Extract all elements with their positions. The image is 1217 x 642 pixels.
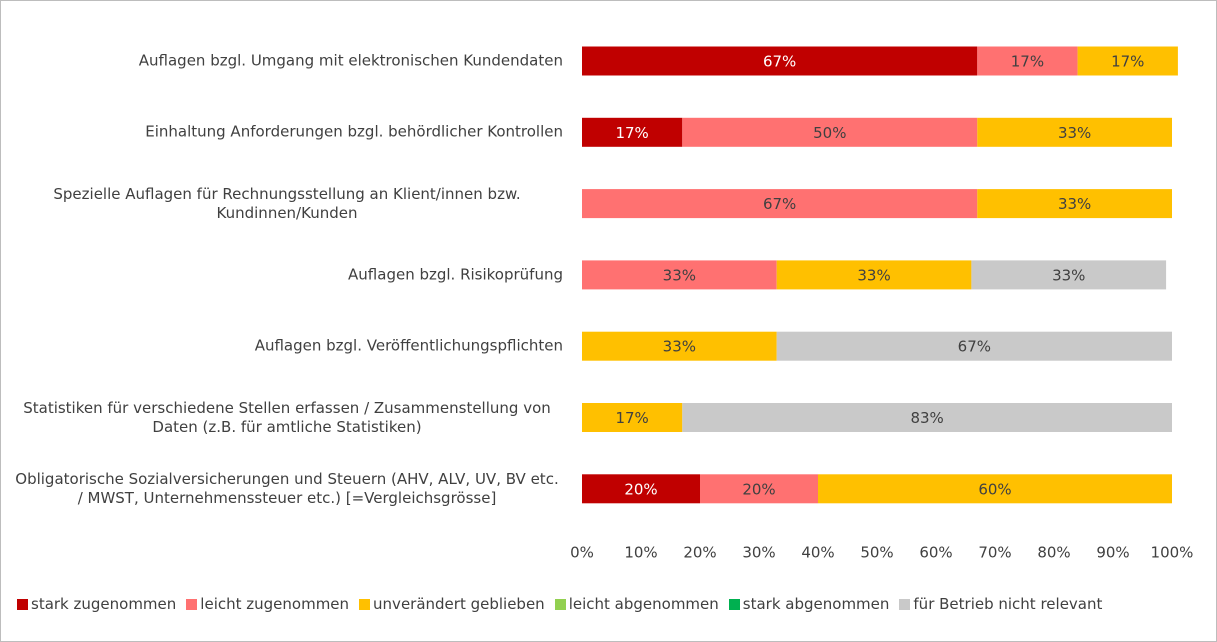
data-label: 33% xyxy=(663,266,696,284)
category-label: Statistiken für verschiedene Stellen erf… xyxy=(11,399,563,437)
legend-label: stark zugenommen xyxy=(31,595,177,613)
x-tick-label: 20% xyxy=(683,544,716,562)
x-tick-label: 30% xyxy=(742,544,775,562)
legend-label: stark abgenommen xyxy=(742,595,890,613)
data-label: 33% xyxy=(1058,195,1091,213)
legend-swatch xyxy=(728,598,740,610)
bar-segment xyxy=(776,331,1172,361)
legend-swatch xyxy=(899,598,911,610)
data-label: 67% xyxy=(763,195,796,213)
x-tick-label: 80% xyxy=(1037,544,1070,562)
x-tick-label: 10% xyxy=(624,544,657,562)
bar-segment xyxy=(977,46,1078,76)
bar-segment xyxy=(682,117,978,147)
legend-swatch xyxy=(17,598,28,610)
legend-swatch xyxy=(186,598,198,610)
category-label: Einhaltung Anforderungen bzgl. behördlic… xyxy=(11,123,563,142)
x-tick-label: 40% xyxy=(801,544,834,562)
bar-segment xyxy=(582,46,978,76)
bar-segment xyxy=(582,189,978,219)
category-text: Obligatorische Sozialversicherungen und … xyxy=(15,469,559,507)
x-tick-label: 100% xyxy=(1151,544,1194,562)
legend-swatch xyxy=(554,598,566,610)
category-text: Auflagen bzgl. Veröffentlichungspflichte… xyxy=(254,336,563,355)
legend-label: für Betrieb nicht relevant xyxy=(913,595,1103,613)
category-label: Auflagen bzgl. Risikoprüfung xyxy=(11,265,563,284)
bar-segment xyxy=(700,474,818,504)
category-text: Einhaltung Anforderungen bzgl. behördlic… xyxy=(145,122,563,141)
data-label: 60% xyxy=(978,480,1011,498)
data-label: 33% xyxy=(857,266,890,284)
legend-item: stark zugenommen xyxy=(17,595,176,613)
bar-segment xyxy=(582,403,683,432)
category-label: Auflagen bzgl. Veröffentlichungspflichte… xyxy=(11,337,563,356)
bar-segment xyxy=(582,331,777,361)
data-label: 17% xyxy=(1011,53,1044,71)
legend: stark zugenommen leicht zugenommen unverän… xyxy=(17,595,1102,613)
category-text: Statistiken für verschiedene Stellen erf… xyxy=(23,398,551,436)
x-tick-label: 0% xyxy=(570,544,594,562)
legend-item: für Betrieb nicht relevant xyxy=(899,595,1102,613)
legend-swatch xyxy=(359,598,371,610)
legend-label: leicht zugenommen xyxy=(200,595,350,613)
data-label: 33% xyxy=(1052,266,1085,284)
legend-item: unverändert geblieben xyxy=(359,595,545,613)
data-label: 67% xyxy=(958,338,991,356)
category-text: Auflagen bzgl. Risikoprüfung xyxy=(348,265,563,284)
category-label: Obligatorische Sozialversicherungen und … xyxy=(11,470,563,508)
bar-segment xyxy=(977,189,1172,219)
data-label: 33% xyxy=(1058,124,1091,142)
data-label: 83% xyxy=(910,409,943,427)
bar-segment xyxy=(971,260,1167,290)
data-label: 17% xyxy=(615,409,648,427)
bar-segment xyxy=(582,260,777,290)
data-label: 20% xyxy=(624,480,657,498)
bar-segment xyxy=(682,403,1172,432)
legend-label: leicht abgenommen xyxy=(568,595,719,613)
x-tick-label: 60% xyxy=(919,544,952,562)
data-label: 67% xyxy=(763,53,796,71)
data-label: 50% xyxy=(813,124,846,142)
bar-segment xyxy=(582,474,700,504)
data-label: 17% xyxy=(615,124,648,142)
category-label: Auflagen bzgl. Umgang mit elektronischen… xyxy=(11,52,563,71)
bar-segment xyxy=(776,260,972,290)
legend-item: stark abgenommen xyxy=(728,595,890,613)
category-text: Spezielle Auflagen für Rechnungsstellung… xyxy=(53,184,521,222)
legend-label: unverändert geblieben xyxy=(373,595,545,613)
x-tick-label: 90% xyxy=(1096,544,1129,562)
legend-item: leicht abgenommen xyxy=(554,595,719,613)
data-label: 20% xyxy=(742,480,775,498)
x-tick-label: 50% xyxy=(860,544,893,562)
bar-segment xyxy=(818,474,1172,504)
legend-item: leicht zugenommen xyxy=(186,595,349,613)
bar-segment xyxy=(582,117,683,147)
data-label: 33% xyxy=(663,338,696,356)
x-tick-label: 70% xyxy=(978,544,1011,562)
bar-segment xyxy=(977,117,1172,147)
bar-segment xyxy=(1077,46,1178,76)
data-label: 17% xyxy=(1111,53,1144,71)
category-label: Spezielle Auflagen für Rechnungsstellung… xyxy=(11,185,563,223)
category-text: Auflagen bzgl. Umgang mit elektronischen… xyxy=(138,51,563,70)
